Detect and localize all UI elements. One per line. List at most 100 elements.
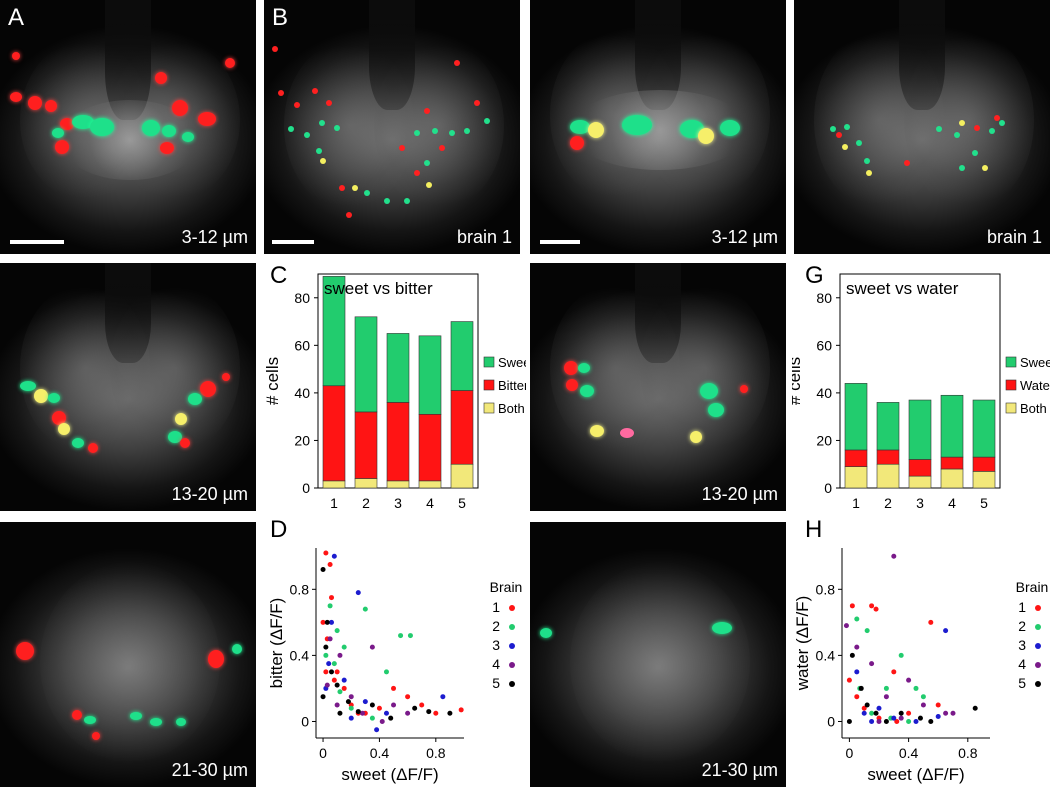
scatter-point-brain-1 bbox=[376, 705, 382, 711]
y-axis-label: # cells bbox=[792, 357, 804, 405]
panel-letter-C: C bbox=[270, 262, 288, 289]
scatter-point-brain-3 bbox=[869, 718, 875, 724]
legend-label: 2 bbox=[492, 618, 500, 634]
scale-bar bbox=[10, 240, 64, 244]
scatter-point-brain-5 bbox=[883, 718, 889, 724]
scatter-point-brain-2 bbox=[407, 633, 413, 639]
scatter-point-brain-5 bbox=[388, 715, 394, 721]
scatter-point-brain-2 bbox=[913, 685, 919, 691]
legend-label: 1 bbox=[1018, 599, 1026, 615]
depth-label: 21-30 µm bbox=[701, 760, 778, 780]
chart-C-sweet-vs-bitter: 0 20 40 60 80 1 2 3 4 5 sweet vs bitter # cells Swee… bbox=[263, 273, 526, 511]
legend-label: Both bbox=[1020, 401, 1047, 416]
scatter-point-brain-2 bbox=[869, 710, 875, 716]
scatter-point-brain-5 bbox=[849, 652, 855, 658]
scatter-point-brain-2 bbox=[398, 633, 404, 639]
scatter-point-brain-4 bbox=[876, 718, 882, 724]
bar-sweet bbox=[876, 402, 900, 451]
legend-marker bbox=[1035, 624, 1041, 630]
scatter-point-brain-1 bbox=[849, 603, 855, 609]
bar-sweet bbox=[322, 276, 346, 387]
legend-title: Brain bbox=[1016, 579, 1049, 595]
scatter-point-brain-4 bbox=[369, 644, 375, 650]
scatter-point-brain-5 bbox=[369, 702, 375, 708]
scatter-point-brain-4 bbox=[920, 702, 926, 708]
bar-water bbox=[844, 449, 868, 467]
bar-both bbox=[354, 478, 378, 489]
y-tick-label: 0 bbox=[302, 480, 310, 496]
y-tick-label: 0.4 bbox=[290, 647, 310, 663]
brain-label: brain 1 bbox=[986, 227, 1042, 247]
x-axis-label: sweet (ΔF/F) bbox=[867, 765, 964, 784]
bar-water bbox=[908, 459, 932, 477]
legend-marker bbox=[1035, 605, 1041, 611]
panel-letter-G: G bbox=[805, 262, 824, 289]
scatter-point-brain-2 bbox=[362, 606, 368, 612]
y-tick-label: 60 bbox=[294, 337, 310, 353]
scatter-point-brain-2 bbox=[323, 652, 329, 658]
bar-water bbox=[876, 449, 900, 465]
x-tick-label: 0.4 bbox=[899, 745, 919, 761]
scatter-point-brain-1 bbox=[419, 702, 425, 708]
x-tick-label: 0.8 bbox=[958, 745, 978, 761]
bar-sweet bbox=[908, 399, 932, 460]
scatter-point-brain-1 bbox=[327, 562, 333, 568]
bar-both bbox=[322, 480, 346, 489]
legend-marker bbox=[1035, 681, 1041, 687]
scatter-point-brain-4 bbox=[334, 702, 340, 708]
legend-swatch bbox=[1005, 379, 1017, 391]
scatter-point-brain-5 bbox=[426, 709, 432, 715]
scatter-point-brain-3 bbox=[383, 710, 389, 716]
bar-sweet bbox=[940, 394, 964, 458]
x-tick-label: 3 bbox=[394, 495, 402, 511]
bar-sweet bbox=[418, 335, 442, 415]
scatter-point-brain-1 bbox=[861, 705, 867, 711]
scatter-point-brain-1 bbox=[906, 710, 912, 716]
scatter-point-brain-5 bbox=[412, 705, 418, 711]
legend-label: 5 bbox=[492, 675, 500, 691]
scatter-point-brain-3 bbox=[341, 677, 347, 683]
scatter-point-brain-5 bbox=[329, 669, 335, 675]
scatter-point-brain-4 bbox=[405, 710, 411, 716]
scatter-point-brain-2 bbox=[341, 644, 347, 650]
scatter-point-brain-5 bbox=[334, 682, 340, 688]
scatter-point-brain-2 bbox=[920, 694, 926, 700]
y-tick-label: 80 bbox=[816, 290, 832, 306]
scatter-point-brain-1 bbox=[869, 603, 875, 609]
y-tick-label: 80 bbox=[294, 290, 310, 306]
scatter-point-brain-5 bbox=[846, 718, 852, 724]
scatter-point-brain-4 bbox=[324, 682, 330, 688]
scatter-point-brain-1 bbox=[928, 619, 934, 625]
scatter-point-brain-3 bbox=[374, 727, 380, 733]
chart-D-scatter: 0 0.4 0.8 0 0.4 0.8 sweet (ΔF/F) bitter (ΔF/F) B… bbox=[267, 548, 523, 784]
legend-label: 3 bbox=[1018, 637, 1026, 653]
chart-title: sweet vs water bbox=[846, 279, 959, 298]
legend-title: Brain bbox=[490, 579, 523, 595]
bar-bitter bbox=[450, 390, 474, 465]
scatter-point-brain-5 bbox=[917, 715, 923, 721]
bar-bitter bbox=[322, 385, 346, 482]
image-13-20um-right: 13-20 µm bbox=[530, 263, 786, 511]
scatter-point-brain-1 bbox=[458, 707, 464, 713]
scatter-point-brain-3 bbox=[943, 628, 949, 634]
scatter-point-brain-3 bbox=[876, 705, 882, 711]
panel-letter-B: B bbox=[272, 4, 289, 31]
x-tick-label: 2 bbox=[362, 495, 370, 511]
y-tick-label: 0 bbox=[827, 713, 835, 729]
scatter-point-brain-1 bbox=[846, 677, 852, 683]
scatter-point-brain-4 bbox=[337, 652, 343, 658]
scatter-point-brain-1 bbox=[405, 694, 411, 700]
x-tick-label: 0 bbox=[846, 745, 854, 761]
scatter-point-brain-4 bbox=[943, 710, 949, 716]
bar-both bbox=[972, 471, 996, 489]
y-tick-label: 0.4 bbox=[816, 647, 836, 663]
scatter-point-brain-1 bbox=[331, 677, 337, 683]
scatter-point-brain-1 bbox=[935, 702, 941, 708]
bar-bitter bbox=[354, 411, 378, 479]
scatter-point-brain-1 bbox=[341, 685, 347, 691]
scatter-point-brain-1 bbox=[854, 694, 860, 700]
scale-bar bbox=[540, 240, 580, 244]
scatter-point-brain-3 bbox=[913, 718, 919, 724]
scatter-point-brain-5 bbox=[337, 710, 343, 716]
chart-H-scatter: 0 0.4 0.8 0 0.4 0.8 sweet (ΔF/F) water (ΔF/F) Br… bbox=[793, 548, 1049, 784]
